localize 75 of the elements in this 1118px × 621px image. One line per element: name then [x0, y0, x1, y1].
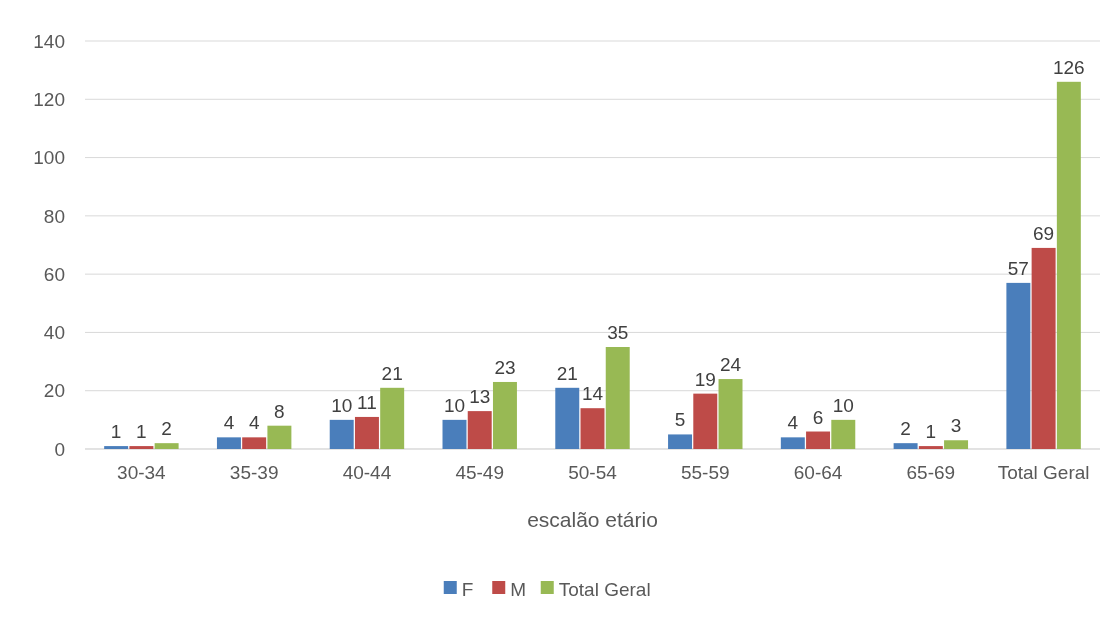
- y-tick-label: 60: [43, 263, 65, 285]
- bar: [831, 419, 856, 449]
- data-label: 69: [1033, 222, 1055, 244]
- data-label: 1: [136, 421, 147, 443]
- bar: [129, 446, 154, 449]
- bar: [1031, 247, 1056, 449]
- data-label: 23: [494, 356, 516, 378]
- bar: [1056, 81, 1081, 449]
- data-label: 10: [331, 394, 353, 416]
- bar: [154, 443, 179, 449]
- y-tick-label: 120: [33, 88, 65, 110]
- data-label: 14: [581, 383, 604, 405]
- legend-label: F: [461, 578, 474, 600]
- data-label: 5: [674, 409, 686, 431]
- data-label: 13: [469, 386, 491, 408]
- bar: [806, 431, 831, 449]
- bar: [944, 440, 969, 449]
- bar: [267, 425, 292, 449]
- legend-label: Total Geral: [558, 578, 651, 600]
- data-label: 4: [248, 412, 260, 434]
- x-tick-label: 40-44: [342, 462, 392, 483]
- data-label: 1: [925, 421, 937, 443]
- data-label: 1: [110, 421, 122, 443]
- bar: [216, 437, 241, 449]
- x-tick-label: 30-34: [117, 462, 167, 483]
- data-label: 11: [357, 391, 377, 413]
- data-label: 8: [274, 400, 285, 422]
- data-label: 10: [443, 394, 466, 416]
- data-label: 126: [1052, 56, 1085, 78]
- data-label: 57: [1007, 257, 1029, 279]
- data-label: 21: [556, 362, 578, 384]
- data-label: 2: [161, 418, 172, 440]
- x-tick-label: 50-54: [568, 462, 618, 483]
- bar: [580, 408, 605, 449]
- y-tick-label: 20: [43, 380, 65, 402]
- bar: [442, 419, 467, 449]
- y-tick-label: 0: [54, 438, 65, 460]
- data-label: 21: [381, 362, 403, 384]
- x-tick-label: 45-49: [455, 462, 505, 483]
- x-axis-title: escalão etário: [527, 508, 658, 531]
- y-tick-label: 100: [33, 147, 65, 169]
- data-label: 2: [900, 418, 911, 440]
- data-label: 19: [694, 368, 716, 390]
- bar: [329, 419, 354, 449]
- x-tick-label: Total Geral: [997, 462, 1090, 483]
- y-tick-label: 40: [43, 322, 65, 344]
- data-label: 3: [950, 415, 962, 437]
- data-label: 10: [832, 394, 854, 416]
- y-tick-label: 140: [33, 30, 65, 52]
- legend-label: M: [510, 578, 527, 600]
- bar: [918, 446, 943, 449]
- bar: [104, 446, 129, 449]
- bar: [693, 393, 718, 449]
- bar: [467, 411, 492, 449]
- data-label: 6: [812, 406, 824, 428]
- x-tick-label: 35-39: [229, 462, 279, 483]
- bar: [718, 379, 743, 449]
- x-tick-label: 60-64: [793, 462, 843, 483]
- y-tick-label: 80: [43, 205, 65, 227]
- bar: [492, 381, 517, 449]
- data-label: 4: [223, 412, 235, 434]
- bar: [242, 437, 267, 449]
- bar: [1006, 282, 1031, 449]
- data-label: 35: [607, 322, 629, 343]
- bar: [668, 434, 693, 449]
- bar: [380, 387, 405, 449]
- bar: [555, 387, 580, 449]
- bar: [605, 347, 630, 449]
- data-label: 4: [787, 412, 799, 434]
- bar: [780, 437, 805, 449]
- data-label: 24: [719, 354, 742, 376]
- x-tick-label: 55-59: [680, 462, 730, 483]
- bar: [893, 443, 918, 449]
- x-tick-label: 65-69: [906, 462, 956, 483]
- bar: [354, 416, 379, 449]
